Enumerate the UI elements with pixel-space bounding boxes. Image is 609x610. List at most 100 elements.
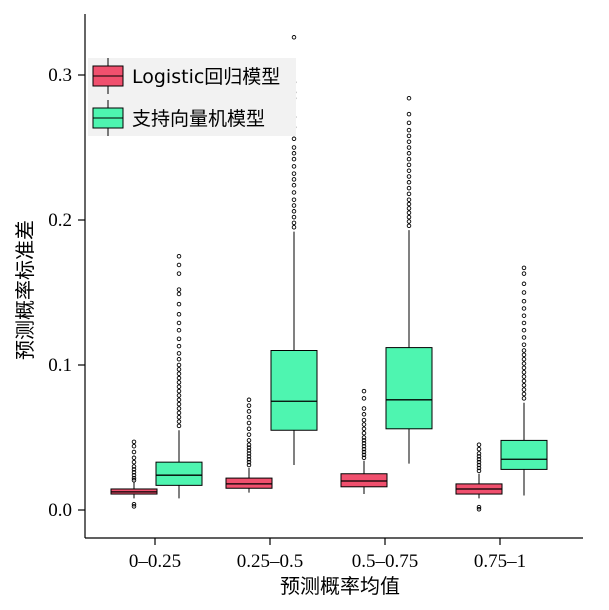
outlier-point xyxy=(176,380,182,385)
outlier-point xyxy=(246,403,252,408)
outlier-point xyxy=(291,177,297,182)
outlier-point xyxy=(176,271,182,276)
outlier-point xyxy=(131,467,137,472)
outlier-point xyxy=(246,432,252,437)
outlier-point xyxy=(521,365,527,371)
outlier-point xyxy=(291,35,297,40)
outlier-point xyxy=(406,180,412,185)
outlier-point xyxy=(176,287,182,292)
outlier-point xyxy=(246,445,252,450)
outlier-point xyxy=(176,343,182,349)
outlier-point xyxy=(476,457,482,462)
outlier-point xyxy=(521,306,527,311)
box-iqr xyxy=(385,347,433,430)
outlier-point xyxy=(131,470,137,475)
box-iqr xyxy=(225,477,273,489)
outlier-point xyxy=(291,197,297,202)
outlier-point xyxy=(521,271,527,276)
outlier-point xyxy=(131,443,137,449)
outlier-point xyxy=(406,133,412,139)
outlier-point xyxy=(131,501,137,507)
outlier-point xyxy=(521,265,527,271)
box-iqr xyxy=(155,461,203,486)
outlier-point xyxy=(476,459,482,465)
outlier-point xyxy=(406,145,412,150)
outlier-point xyxy=(176,397,182,403)
outlier-point xyxy=(131,464,137,469)
outlier-point xyxy=(176,375,182,381)
box-iqr xyxy=(270,350,318,431)
outlier-point xyxy=(361,438,367,443)
outlier-point xyxy=(406,210,412,215)
y-tick-label: 0.3 xyxy=(48,65,72,86)
outlier-point xyxy=(361,406,367,411)
outlier-point xyxy=(521,396,527,401)
y-tick-label: 0.1 xyxy=(48,355,72,376)
outlier-point xyxy=(406,223,412,229)
outlier-point xyxy=(361,422,367,427)
outlier-point xyxy=(246,420,252,426)
outlier-point xyxy=(406,206,412,211)
outlier-point xyxy=(521,370,527,375)
outlier-point xyxy=(176,327,182,333)
outlier-point xyxy=(176,406,182,411)
outlier-point xyxy=(246,451,252,456)
outlier-point xyxy=(521,281,527,287)
box-logistic-1 xyxy=(225,397,273,493)
outlier-point xyxy=(176,351,182,356)
outlier-point xyxy=(406,197,412,202)
outlier-point xyxy=(406,127,412,133)
outlier-point xyxy=(246,397,252,403)
outlier-point xyxy=(476,454,482,459)
outlier-point xyxy=(176,312,182,317)
outlier-point xyxy=(406,156,412,162)
outlier-point xyxy=(406,201,412,207)
outlier-point xyxy=(476,462,482,468)
outlier-point xyxy=(176,362,182,368)
outlier-point xyxy=(406,191,412,197)
outlier-point xyxy=(521,290,527,295)
outlier-point xyxy=(246,414,252,420)
outlier-point xyxy=(521,342,527,347)
y-tick-label: 0.2 xyxy=(48,210,72,231)
outlier-point xyxy=(131,475,137,481)
outlier-point xyxy=(176,410,182,416)
x-tick-label: 0.5–0.75 xyxy=(352,551,419,572)
box-logistic-3 xyxy=(455,442,503,512)
outlier-point xyxy=(176,301,182,307)
box-svm-0 xyxy=(155,253,203,499)
outlier-point xyxy=(176,371,182,376)
outlier-point xyxy=(291,145,297,150)
outlier-point xyxy=(291,151,297,156)
outlier-point xyxy=(521,387,527,392)
outlier-point xyxy=(521,348,527,353)
outlier-point xyxy=(176,291,182,297)
outlier-point xyxy=(131,455,137,461)
outlier-point xyxy=(176,401,182,407)
outlier-point xyxy=(246,426,252,432)
outlier-point xyxy=(246,459,252,465)
outlier-point xyxy=(361,426,367,432)
outlier-point xyxy=(291,220,297,226)
outlier-point xyxy=(291,203,297,208)
outlier-point xyxy=(521,356,527,362)
outlier-point xyxy=(521,298,527,304)
outlier-point xyxy=(246,448,252,453)
outlier-point xyxy=(476,504,482,510)
box-logistic-2 xyxy=(340,388,388,495)
outlier-point xyxy=(131,449,137,455)
outlier-point xyxy=(361,449,367,455)
outlier-point xyxy=(361,388,367,394)
boxes-layer xyxy=(110,35,548,512)
outlier-point xyxy=(176,384,182,390)
x-tick-label: 0.25–0.5 xyxy=(237,551,304,572)
outlier-point xyxy=(176,414,182,420)
outlier-point xyxy=(521,313,527,318)
outlier-point xyxy=(176,336,182,342)
legend-label: Logistic回归模型 xyxy=(132,66,280,88)
outlier-point xyxy=(291,190,297,195)
outlier-point xyxy=(131,504,137,509)
outlier-point xyxy=(291,182,297,188)
